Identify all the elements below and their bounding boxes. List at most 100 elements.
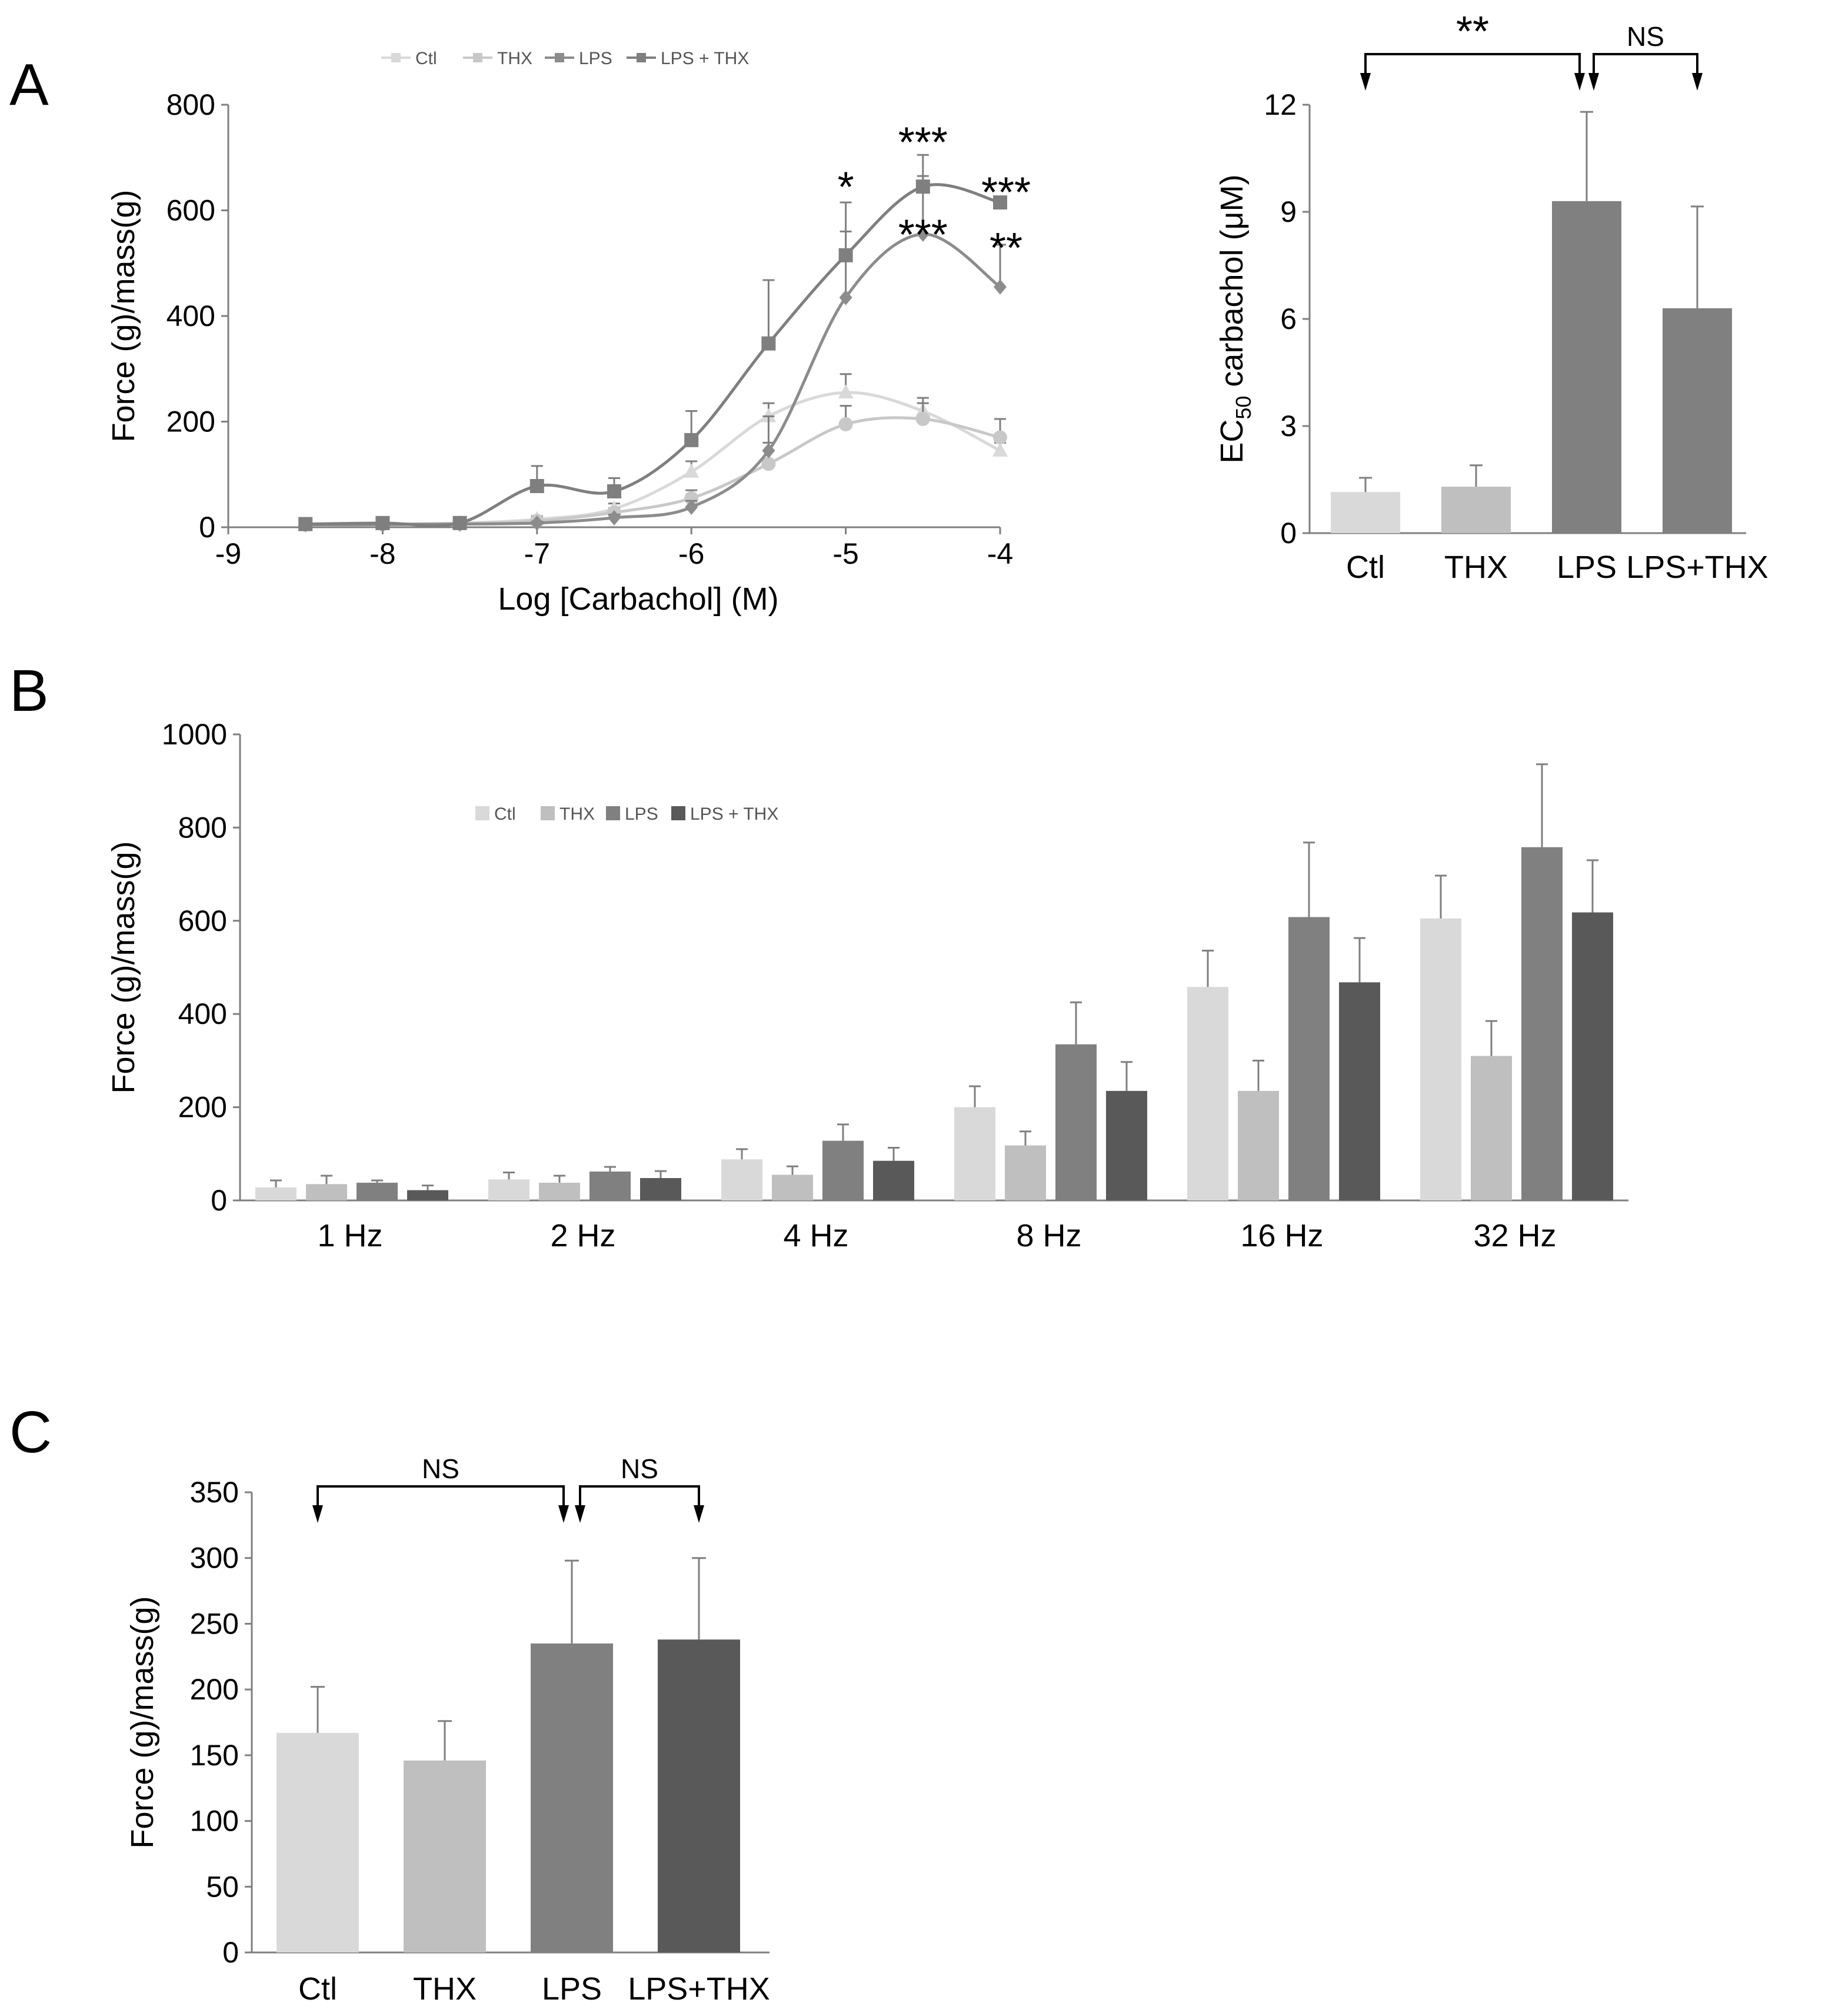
chart-b-y-tick-label-600: 600 bbox=[178, 904, 227, 937]
chart-b-bar-4-hz-thx bbox=[772, 1175, 813, 1200]
chart-a-thx-point-8 bbox=[915, 412, 930, 427]
chart-ec50-sig-0-bracket bbox=[1364, 53, 1581, 75]
chart-b-bar-4-hz-lps bbox=[822, 1140, 864, 1200]
chart-ec50-category-lps-thx: LPS+THX bbox=[1626, 550, 1768, 585]
ec50-label-suffix: carbachol (μM) bbox=[1214, 174, 1250, 395]
chart-b-category-16-hz: 16 Hz bbox=[1240, 1218, 1323, 1253]
chart-a-lps-thx-point-5 bbox=[684, 433, 699, 447]
chart-a-x-tick-label-8: -8 bbox=[369, 537, 395, 570]
chart-ec50-sig-1-label: NS bbox=[1627, 21, 1664, 52]
chart-a-annotation-3: *** bbox=[981, 169, 1031, 217]
chart-b-bar-16-hz-ctl bbox=[1187, 987, 1228, 1200]
chart-b-bar-32-hz-lps-thx bbox=[1572, 912, 1613, 1200]
chart-b-bar-1-hz-lps bbox=[357, 1182, 398, 1200]
chart-ec50-y-label: EC50 carbachol (μM) bbox=[1214, 174, 1255, 463]
chart-ec50-sig-0-arrow-1 bbox=[1574, 73, 1585, 91]
chart-a-thx-point-5 bbox=[684, 491, 699, 505]
chart-b-ticks: 0 200 400 600 800 1000 bbox=[162, 718, 240, 1217]
chart-b-bar-8-hz-lps-thx bbox=[1106, 1090, 1147, 1200]
chart-ec50-bars: Ctl THX LPS LPS+THX bbox=[1331, 111, 1768, 585]
chart-ec50-y-tick-label-6: 6 bbox=[1280, 302, 1297, 335]
chart-a-legend-marker-thx bbox=[473, 53, 482, 62]
panel-label-a: A bbox=[9, 52, 49, 118]
chart-a-lps-thx-point-6 bbox=[761, 336, 776, 351]
chart-a-x-tick-label-9: -9 bbox=[215, 537, 241, 570]
chart-b-bar-2-hz-thx bbox=[539, 1182, 580, 1200]
chart-b-bar-4-hz-ctl bbox=[721, 1159, 762, 1200]
chart-a-lps-thx-point-4 bbox=[607, 484, 621, 498]
chart-a-y-tick-label-0: 0 bbox=[199, 511, 215, 544]
chart-a-ticks: 0 200 400 600 800 -9 -8 -7 -6 -5 -4 bbox=[166, 88, 1014, 570]
chart-a-y-label: Force (g)/mass(g) bbox=[106, 189, 141, 442]
chart-a-lps-thx-point-2 bbox=[452, 515, 467, 530]
chart-b-bar-2-hz-lps-thx bbox=[640, 1177, 681, 1200]
chart-a-x-tick-label-4: -4 bbox=[987, 537, 1013, 570]
chart-b-bar-4-hz-lps-thx bbox=[873, 1160, 914, 1200]
chart-a-lps-point-6 bbox=[762, 443, 775, 458]
chart-a-lps-thx-point-1 bbox=[375, 515, 390, 530]
chart-c-significance: NS NS bbox=[312, 1453, 704, 1523]
chart-a-ctl-point-5 bbox=[684, 463, 700, 478]
chart-ec50-y-tick-label-3: 3 bbox=[1280, 410, 1297, 443]
chart-c-category-ctl: Ctl bbox=[298, 1971, 337, 2007]
chart-b-bar-1-hz-ctl bbox=[255, 1187, 297, 1200]
panel-label-b: B bbox=[9, 658, 49, 724]
chart-c-bar-thx bbox=[404, 1760, 486, 1952]
chart-a-legend-marker-ctl bbox=[391, 53, 401, 62]
chart-b-bar-1-hz-thx bbox=[306, 1184, 347, 1200]
chart-c-sig-0-bracket bbox=[317, 1485, 565, 1508]
ec50-label-prefix: EC bbox=[1214, 420, 1250, 464]
chart-c-sig-0-label: NS bbox=[422, 1453, 459, 1484]
chart-b-category-32-hz: 32 Hz bbox=[1473, 1218, 1556, 1253]
chart-a-y-tick-label-200: 200 bbox=[166, 405, 215, 438]
chart-b-y-tick-label-200: 200 bbox=[178, 1091, 227, 1124]
chart-c-y-tick-label-150: 150 bbox=[190, 1739, 239, 1772]
chart-ec50-y-tick-label-0: 0 bbox=[1280, 517, 1297, 550]
chart-ec50-category-lps: LPS bbox=[1557, 550, 1617, 585]
chart-b-legend-swatch-lps bbox=[606, 806, 620, 820]
chart-c-y-tick-label-250: 250 bbox=[190, 1607, 239, 1640]
chart-c-sig-0-arrow-1 bbox=[558, 1505, 569, 1523]
chart-ec50-sig-1-arrow-0 bbox=[1588, 73, 1599, 91]
chart-a-lps-point-8 bbox=[916, 226, 930, 242]
chart-c-category-thx: THX bbox=[413, 1971, 477, 2007]
chart-b-legend-swatch-thx bbox=[541, 806, 555, 820]
chart-a-ec50: 0 3 6 9 12 Ctl THX LPS LPS+THX ** NS EC50 carbac… bbox=[1214, 8, 1768, 585]
chart-a-lps-thx-point-0 bbox=[298, 517, 313, 531]
chart-b-bar-8-hz-thx bbox=[1005, 1145, 1046, 1200]
chart-a-series bbox=[298, 154, 1008, 533]
chart-a-lps-thx-point-9 bbox=[993, 195, 1007, 210]
chart-ec50-category-thx: THX bbox=[1444, 550, 1508, 585]
chart-a-x-label: Log [Carbachol] (M) bbox=[498, 581, 778, 617]
chart-b-y-tick-label-0: 0 bbox=[211, 1184, 227, 1217]
chart-b-y-tick-label-400: 400 bbox=[178, 997, 227, 1030]
chart-a-legend-marker-lps-thx bbox=[637, 53, 646, 62]
chart-a-x-tick-label-7: -7 bbox=[524, 537, 550, 570]
chart-b-bar-16-hz-thx bbox=[1238, 1090, 1279, 1200]
panel-label-c: C bbox=[9, 1399, 52, 1465]
chart-b-bar-32-hz-lps bbox=[1521, 847, 1563, 1200]
chart-c-y-tick-label-200: 200 bbox=[190, 1673, 239, 1706]
chart-a-y-tick-label-600: 600 bbox=[166, 194, 215, 227]
chart-a-annotation-2: *** bbox=[898, 211, 948, 258]
chart-b-bar-1-hz-lps-thx bbox=[407, 1190, 448, 1200]
chart-ec50-ticks: 0 3 6 9 12 bbox=[1264, 88, 1310, 550]
chart-c-category-lps-thx: LPS+THX bbox=[628, 1971, 770, 2007]
chart-c-ticks: 0 50 100 150 200 250 300 350 bbox=[190, 1476, 252, 1969]
chart-c-sig-0-arrow-0 bbox=[312, 1505, 323, 1523]
chart-b-bar-8-hz-lps bbox=[1055, 1044, 1097, 1200]
chart-ec50-y-tick-label-12: 12 bbox=[1264, 88, 1297, 121]
chart-a-ctl-point-7 bbox=[838, 384, 854, 399]
chart-a-y-tick-label-800: 800 bbox=[166, 88, 215, 121]
chart-a-series-lps-thx bbox=[298, 154, 1007, 531]
chart-ec50-bar-lps bbox=[1552, 201, 1621, 533]
chart-b-frequency: Ctl THX LPS LPS + THX 0 200 400 600 800 1000 1 H… bbox=[106, 718, 1628, 1253]
chart-c-y-tick-label-100: 100 bbox=[190, 1805, 239, 1838]
ec50-label-sub: 50 bbox=[1231, 396, 1255, 420]
chart-c-y-tick-label-50: 50 bbox=[206, 1870, 239, 1903]
chart-b-y-tick-label-800: 800 bbox=[178, 811, 227, 844]
chart-a-thx-point-7 bbox=[838, 417, 853, 431]
chart-a-lps-thx-point-7 bbox=[838, 248, 853, 262]
chart-a-lps-point-3 bbox=[530, 515, 544, 531]
